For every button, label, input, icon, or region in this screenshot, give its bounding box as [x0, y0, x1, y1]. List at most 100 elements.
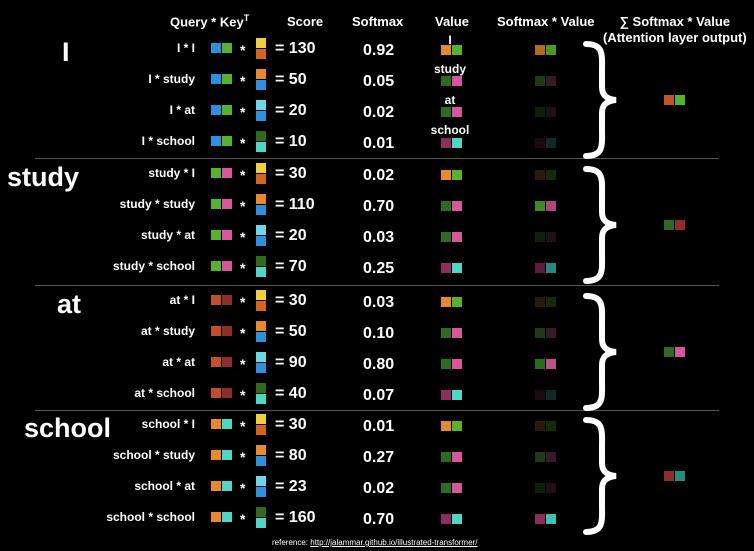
section-word: at: [57, 289, 82, 319]
row-label: I * school: [141, 134, 195, 148]
value-square: [452, 170, 462, 180]
closing-brace: [583, 41, 617, 159]
output-square: [675, 347, 685, 357]
score-value: = 20: [275, 227, 307, 244]
query-square: [222, 450, 232, 460]
softmax-value: 0.25: [363, 260, 395, 277]
softmax-value: 0.07: [363, 387, 395, 404]
value-square: [452, 76, 462, 86]
query-square: [211, 43, 221, 53]
value-square: [441, 170, 451, 180]
score-value: = 50: [275, 71, 307, 88]
value-square: [441, 297, 451, 307]
weighted-value-square: [546, 45, 556, 55]
row-label: study * study: [119, 197, 195, 211]
value-square: [452, 421, 462, 431]
key-square: [256, 256, 266, 266]
weighted-value-square: [546, 483, 556, 493]
section-separator: [35, 285, 719, 286]
query-square: [211, 199, 221, 209]
query-square: [211, 261, 221, 271]
query-square: [211, 74, 221, 84]
query-square: [222, 74, 232, 84]
weighted-value-square: [535, 514, 545, 524]
output-square: [664, 220, 674, 230]
value-square: [452, 390, 462, 400]
weighted-value-square: [535, 45, 545, 55]
weighted-value-square: [535, 421, 545, 431]
key-square: [256, 194, 266, 204]
reference-link[interactable]: http://jalammar.github.io/illustrated-tr…: [310, 538, 478, 547]
query-square: [222, 43, 232, 53]
value-square: [441, 76, 451, 86]
softmax-value: 0.02: [363, 480, 395, 497]
key-square: [256, 507, 266, 517]
value-square: [441, 263, 451, 273]
weighted-value-square: [535, 359, 545, 369]
closing-brace: [583, 293, 617, 411]
multiply-symbol: *: [240, 167, 246, 183]
section-word: I: [62, 37, 70, 67]
softmax-value: 0.02: [363, 167, 395, 184]
value-label-study: study: [433, 62, 466, 76]
row-label: I * at: [169, 103, 195, 117]
closing-brace: [583, 417, 617, 535]
key-square: [256, 225, 266, 235]
value-label-school: school: [430, 123, 470, 137]
key-square: [256, 383, 266, 393]
row-label: at * school: [134, 386, 195, 400]
weighted-value-square: [535, 232, 545, 242]
header-query-key: Query * KeyT: [170, 13, 249, 29]
value-square: [452, 232, 462, 242]
multiply-symbol: *: [240, 73, 246, 89]
multiply-symbol: *: [240, 104, 246, 120]
weighted-value-square: [546, 232, 556, 242]
value-square: [441, 452, 451, 462]
query-square: [211, 326, 221, 336]
sum-symbol: ∑: [619, 14, 629, 29]
key-square: [256, 290, 266, 300]
softmax-value: 0.80: [363, 356, 395, 373]
multiply-symbol: *: [240, 135, 246, 151]
score-value: = 10: [275, 133, 307, 150]
key-square: [256, 205, 266, 215]
value-square: [441, 421, 451, 431]
softmax-value: 0.03: [363, 294, 395, 311]
multiply-symbol: *: [240, 229, 246, 245]
row-label: school * study: [112, 448, 195, 462]
weighted-value-square: [535, 107, 545, 117]
value-square: [452, 138, 462, 148]
value-square: [452, 263, 462, 273]
multiply-symbol: *: [240, 387, 246, 403]
key-square: [256, 425, 266, 435]
query-square: [222, 481, 232, 491]
value-square: [441, 232, 451, 242]
softmax-value: 0.03: [363, 229, 395, 246]
query-square: [222, 419, 232, 429]
weighted-value-square: [546, 328, 556, 338]
weighted-value-square: [546, 297, 556, 307]
score-value: = 130: [275, 40, 316, 57]
softmax-value: 0.92: [363, 42, 395, 59]
row-label: at * I: [169, 293, 195, 307]
value-square: [441, 107, 451, 117]
key-square: [256, 518, 266, 528]
query-square: [222, 105, 232, 115]
multiply-symbol: *: [240, 260, 246, 276]
weighted-value-square: [546, 170, 556, 180]
query-square: [222, 512, 232, 522]
header-softmax: Softmax: [352, 14, 404, 29]
query-square: [222, 199, 232, 209]
score-value: = 40: [275, 385, 307, 402]
score-value: = 20: [275, 102, 307, 119]
output-square: [675, 471, 685, 481]
key-square: [256, 414, 266, 424]
softmax-value: 0.01: [363, 135, 395, 152]
weighted-value-square: [546, 201, 556, 211]
query-square: [211, 481, 221, 491]
multiply-symbol: *: [240, 325, 246, 341]
output-square: [675, 95, 685, 105]
weighted-value-square: [546, 421, 556, 431]
row-label: study * school: [112, 259, 195, 273]
multiply-symbol: *: [240, 42, 246, 58]
